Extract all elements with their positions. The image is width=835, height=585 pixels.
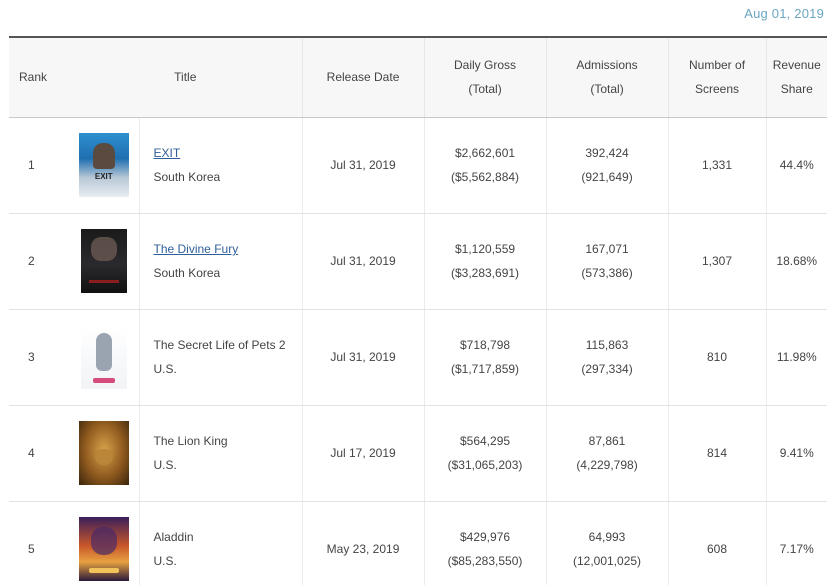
country-label: U.S. (153, 554, 177, 569)
title-cell: EXIT South Korea (138, 117, 303, 214)
column-header-daily-gross: Daily Gross (Total) (423, 37, 547, 118)
table-row: 4 The Lion King U.S. Jul 17, 2019 $564,2… (9, 405, 828, 502)
movie-title-link[interactable]: EXIT (153, 146, 181, 160)
box-office-table: Rank Title Release Date Daily Gross (Tota… (9, 36, 828, 585)
admissions-cell: 392,424 (921,649) (545, 117, 669, 214)
table-row: 2 The Divine Fury South Korea Jul 31, 20… (9, 213, 828, 310)
revenue-share-cell: 7.17% (765, 501, 828, 585)
table-row: 5 Aladdin U.S. May 23, 2019 $429,976 ($85… (9, 501, 828, 585)
admissions-cell: 115,863 (297,334) (545, 309, 669, 406)
country-label: U.S. (153, 362, 177, 376)
country-label: U.S. (153, 458, 177, 472)
movie-title-link[interactable]: The Divine Fury (153, 242, 239, 256)
revenue-share-cell: 44.4% (765, 117, 828, 214)
title-cell: The Secret Life of Pets 2 U.S. (138, 309, 303, 406)
movie-title: Aladdin (153, 530, 194, 545)
release-date-cell: May 23, 2019 (301, 501, 425, 585)
title-cell: The Divine Fury South Korea (138, 213, 303, 310)
release-date-cell: Jul 31, 2019 (301, 309, 425, 406)
rank-cell: 5 (28, 542, 35, 557)
poster-cell (69, 405, 139, 502)
rank-cell: 2 (9, 213, 69, 310)
table-row: 3 The Secret Life of Pets 2 U.S. Jul 31,… (9, 309, 828, 406)
screens-cell: 1,331 (667, 117, 767, 214)
admissions-cell: 167,071 (573,386) (545, 213, 669, 310)
screens-cell: 810 (667, 309, 767, 406)
screens-cell: 1,307 (667, 213, 767, 310)
column-header-admissions: Admissions (Total) (545, 37, 669, 118)
secret-life-of-pets-2-poster[interactable] (80, 325, 127, 389)
revenue-share-cell: 18.68% (765, 213, 828, 310)
release-date-cell: Jul 17, 2019 (301, 405, 425, 502)
daily-gross-cell: $564,295 ($31,065,203) (423, 405, 547, 502)
country-label: South Korea (153, 266, 221, 280)
daily-gross-cell: $2,662,601 ($5,562,884) (423, 117, 547, 214)
column-header-rank: Rank (9, 37, 69, 118)
admissions-cell: 87,861 (4,229,798) (545, 405, 669, 502)
poster-cell (69, 501, 139, 585)
country-label: South Korea (153, 170, 221, 184)
revenue-share-cell: 11.98% (765, 309, 828, 406)
report-date: Aug 01, 2019 (744, 6, 824, 21)
aladdin-poster[interactable] (78, 517, 129, 582)
poster-cell (69, 309, 139, 406)
table-row: 1 EXIT South Korea Jul 31, 2019 $2,662,6… (9, 117, 828, 214)
release-date-cell: Jul 31, 2019 (301, 117, 425, 214)
divine-fury-poster[interactable] (80, 229, 127, 293)
daily-gross-cell: $1,120,559 ($3,283,691) (423, 213, 547, 310)
column-header-title: Title (69, 37, 303, 118)
column-header-screens: Number of Screens (667, 37, 767, 118)
poster-cell (69, 117, 139, 214)
movie-title: The Lion King (153, 434, 228, 448)
screens-cell: 814 (667, 405, 767, 502)
column-header-release-date: Release Date (301, 37, 425, 118)
daily-gross-cell: $718,798 ($1,717,859) (423, 309, 547, 406)
release-date-cell: Jul 31, 2019 (301, 213, 425, 310)
column-header-revenue-share: Revenue Share (765, 37, 828, 118)
table-header-row: Rank Title Release Date Daily Gross (Tota… (9, 37, 828, 118)
movie-title: The Secret Life of Pets 2 (153, 338, 286, 352)
rank-cell: 1 (9, 117, 69, 214)
lion-king-poster[interactable] (78, 421, 129, 485)
rank-cell: 3 (9, 309, 69, 406)
revenue-share-cell: 9.41% (765, 405, 828, 502)
admissions-cell: 64,993 (12,001,025) (545, 501, 669, 585)
daily-gross-cell: $429,976 ($85,283,550) (423, 501, 547, 585)
title-cell: Aladdin U.S. (138, 501, 303, 585)
poster-cell (69, 213, 139, 310)
screens-cell: 608 (667, 501, 767, 585)
title-cell: The Lion King U.S. (138, 405, 303, 502)
rank-cell: 4 (9, 405, 69, 502)
exit-poster[interactable] (78, 133, 129, 197)
